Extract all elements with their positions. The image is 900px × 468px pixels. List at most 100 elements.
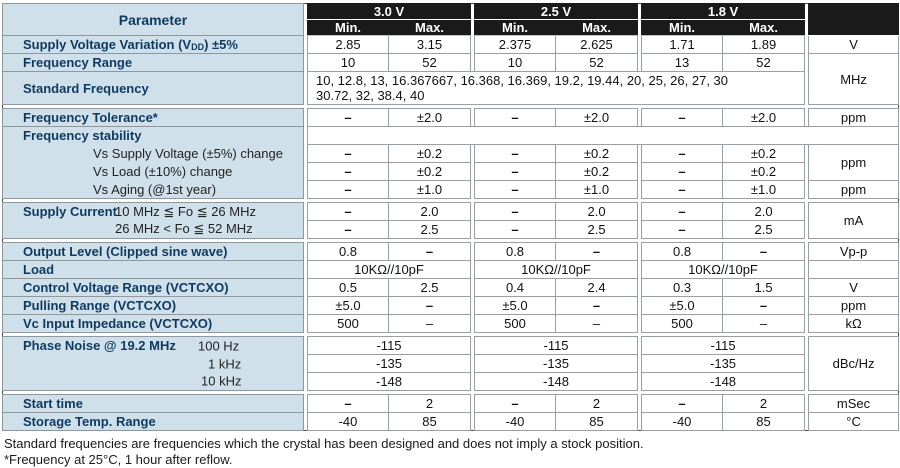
gutter [470, 35, 475, 54]
gutter [470, 354, 475, 373]
gutter [637, 3, 642, 20]
row-control-voltage-range: Control Voltage Range (VCTCXO) 0.5 2.5 0… [2, 278, 900, 297]
row-frequency-tolerance: Frequency Tolerance* – ±2.0 – ±2.0 – ±2.… [2, 108, 900, 127]
gutter [470, 260, 475, 279]
condition-text: 26 MHz < Fo ≦ 52 MHz [115, 221, 253, 237]
gutter [303, 412, 308, 431]
gutter [804, 412, 809, 431]
unit-cell: V [808, 278, 900, 297]
gutter [637, 220, 642, 239]
param-supply-voltage: Supply Voltage Variation (VDD) ±5% [2, 35, 304, 54]
load-value-2v5: 10KΩ//10pF [474, 260, 639, 279]
gutter [303, 126, 308, 145]
value-cell: -40 [474, 412, 557, 431]
offset-text: 100 Hz [198, 338, 240, 354]
value-cell: – [387, 314, 472, 333]
gutter [303, 162, 308, 181]
offset-text: 1 kHz [208, 356, 242, 371]
gutter [303, 180, 308, 199]
gutter [804, 180, 809, 199]
phase-noise-value: -148 [474, 372, 639, 391]
max-header-1v8: Max. [722, 19, 806, 36]
row-phase-noise-10khz: 10 kHz -148 -148 -148 [2, 372, 899, 391]
gutter [637, 108, 642, 127]
gutter [303, 260, 308, 279]
unit-cell: °C [808, 412, 900, 431]
row-frequency-range: Frequency Range 10 52 10 52 13 52 MHz [2, 53, 900, 105]
param-phase-noise-10khz: 10 kHz [2, 372, 304, 391]
gutter [470, 412, 475, 431]
gutter [804, 220, 809, 239]
gutter [804, 336, 809, 355]
gutter [804, 144, 809, 163]
value-cell: 2 [722, 394, 806, 413]
standard-frequency-values: 10, 12.8, 13, 16.367667, 16.368, 16.369,… [306, 71, 806, 105]
param-storage-temp: Storage Temp. Range [2, 412, 304, 431]
param-control-voltage-range: Control Voltage Range (VCTCXO) [2, 278, 304, 297]
value-cell: 2 [555, 394, 639, 413]
gutter [470, 278, 475, 297]
gutter [804, 354, 809, 373]
value-cell: 85 [555, 412, 639, 431]
value-cell: – [641, 180, 724, 199]
param-supply-current-high: 26 MHz < Fo ≦ 52 MHz [2, 220, 304, 239]
row-phase-noise-100hz: Phase Noise @ 19.2 MHz 100 Hz -115 -115 -… [2, 336, 900, 391]
row-vs-supply-voltage: Vs Supply Voltage (±5%) change – ±0.2 – … [2, 144, 900, 181]
gutter [637, 202, 642, 221]
row-load: Load 10KΩ//10pF 10KΩ//10pF 10KΩ//10pF [2, 260, 900, 279]
phase-noise-value: -148 [306, 372, 472, 391]
gutter [637, 242, 642, 261]
value-cell: – [641, 162, 724, 181]
value-cell: – [641, 394, 724, 413]
value-cell: – [474, 394, 557, 413]
value-cell: 2.0 [722, 202, 806, 221]
param-vs-aging: Vs Aging (@1st year) [2, 180, 304, 199]
offset-text: 10 kHz [201, 373, 242, 389]
value-cell: 10 [307, 53, 389, 72]
load-value-3v0: 10KΩ//10pF [306, 260, 472, 279]
label-text: Supply Voltage Variation (V [23, 37, 192, 52]
gutter [303, 354, 308, 373]
gutter [804, 108, 809, 127]
param-phase-noise: Phase Noise @ 19.2 MHz 100 Hz [2, 336, 304, 355]
min-header-2v5: Min. [474, 19, 557, 36]
gutter [637, 180, 642, 199]
value-cell: 1.71 [641, 35, 724, 54]
gutter [804, 278, 809, 297]
gutter [303, 278, 308, 297]
value-cell: – [474, 144, 557, 163]
voltage-header-1v8: 1.8 V [641, 3, 806, 20]
footnote-frequency-tolerance: *Frequency at 25°C, 1 hour after reflow. [4, 452, 233, 467]
param-output-level: Output Level (Clipped sine wave) [2, 242, 304, 261]
value-cell: ±0.2 [387, 144, 472, 163]
row-supply-current-high: 26 MHz < Fo ≦ 52 MHz – 2.5 – 2.5 – 2.5 [2, 220, 899, 239]
gutter [637, 162, 642, 181]
value-cell: 52 [387, 53, 472, 72]
value-cell: ±2.0 [722, 108, 806, 127]
value-cell: ±1.0 [387, 180, 472, 199]
value-cell: ±0.2 [387, 162, 472, 181]
param-start-time: Start time [2, 394, 304, 413]
parameter-header: Parameter [2, 3, 304, 36]
frequency-stability-empty-cell [306, 126, 900, 145]
value-cell: ±1.0 [722, 180, 806, 199]
value-cell: 3.15 [387, 35, 472, 54]
gutter [637, 260, 642, 279]
gutter [303, 372, 308, 391]
value-cell: – [307, 108, 389, 127]
unit-cell: Vp-p [808, 242, 900, 261]
gutter [303, 108, 308, 127]
section-separator [2, 332, 899, 337]
standard-frequency-line2: 30.72, 32, 38.4, 40 [316, 88, 425, 103]
row-supply-current-low: Supply Current 10 MHz ≦ Fo ≦ 26 MHz – 2.0… [2, 202, 900, 239]
spec-table: Parameter 3.0 V 2.5 V 1.8 V Min. Max. Mi… [2, 3, 900, 431]
value-cell: – [307, 220, 389, 239]
value-cell: – [474, 108, 557, 127]
param-standard-frequency: Standard Frequency [2, 71, 304, 105]
section-separator [2, 198, 899, 203]
param-phase-noise-1khz: 1 kHz [2, 354, 304, 373]
value-cell: – [641, 202, 724, 221]
value-cell: 500 [474, 314, 557, 333]
gutter [303, 19, 308, 36]
